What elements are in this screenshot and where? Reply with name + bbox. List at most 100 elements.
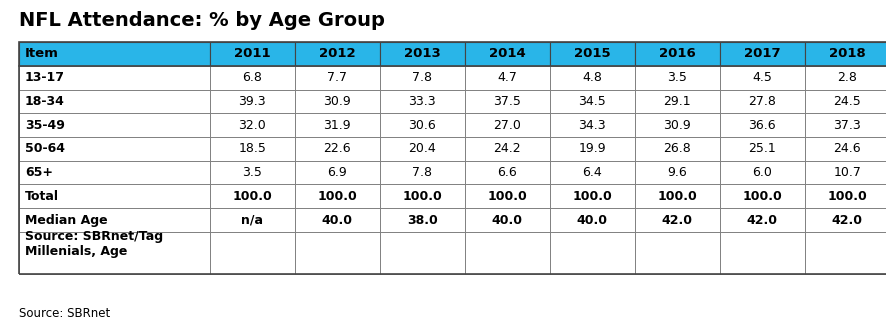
Text: 40.0: 40.0 bbox=[322, 214, 353, 227]
Text: 6.8: 6.8 bbox=[242, 71, 261, 84]
Bar bbox=[19, 113, 209, 137]
Bar bbox=[549, 161, 634, 184]
Text: 13-17: 13-17 bbox=[25, 71, 65, 84]
Bar bbox=[294, 113, 379, 137]
Text: Item: Item bbox=[25, 48, 58, 60]
Text: 50-64: 50-64 bbox=[25, 142, 65, 155]
Bar bbox=[294, 208, 379, 232]
Bar bbox=[19, 90, 209, 113]
Text: 25.1: 25.1 bbox=[748, 142, 775, 155]
Bar bbox=[804, 66, 886, 90]
Text: 24.2: 24.2 bbox=[493, 142, 520, 155]
Text: 20.4: 20.4 bbox=[408, 142, 436, 155]
Bar bbox=[634, 137, 719, 161]
Text: 42.0: 42.0 bbox=[831, 214, 862, 227]
Bar bbox=[294, 161, 379, 184]
Text: 34.5: 34.5 bbox=[578, 95, 605, 108]
Bar bbox=[294, 184, 379, 208]
Text: 39.3: 39.3 bbox=[238, 95, 266, 108]
Text: 32.0: 32.0 bbox=[238, 119, 266, 132]
Text: 2014: 2014 bbox=[488, 48, 525, 60]
Bar bbox=[634, 42, 719, 66]
Bar bbox=[634, 90, 719, 113]
Bar bbox=[464, 208, 549, 232]
Text: 38.0: 38.0 bbox=[407, 214, 437, 227]
Bar bbox=[634, 184, 719, 208]
Text: 33.3: 33.3 bbox=[408, 95, 436, 108]
Bar bbox=[294, 66, 379, 90]
Text: 42.0: 42.0 bbox=[746, 214, 777, 227]
Bar bbox=[379, 66, 464, 90]
Bar bbox=[634, 208, 719, 232]
Text: 2.8: 2.8 bbox=[836, 71, 857, 84]
Text: 36.6: 36.6 bbox=[748, 119, 775, 132]
Bar bbox=[719, 113, 804, 137]
Bar bbox=[804, 113, 886, 137]
Text: 27.0: 27.0 bbox=[493, 119, 521, 132]
Text: 18-34: 18-34 bbox=[25, 95, 65, 108]
Bar bbox=[804, 208, 886, 232]
Text: Source: SBRnet/Tag
Millenials, Age: Source: SBRnet/Tag Millenials, Age bbox=[25, 230, 163, 258]
Bar bbox=[19, 208, 209, 232]
Text: 6.4: 6.4 bbox=[582, 166, 602, 179]
Bar bbox=[634, 113, 719, 137]
Bar bbox=[719, 42, 804, 66]
Bar bbox=[719, 161, 804, 184]
Text: 37.3: 37.3 bbox=[833, 119, 860, 132]
Text: 6.9: 6.9 bbox=[327, 166, 346, 179]
Text: 65+: 65+ bbox=[25, 166, 53, 179]
Text: 27.8: 27.8 bbox=[748, 95, 775, 108]
Text: 30.9: 30.9 bbox=[323, 95, 351, 108]
Bar bbox=[549, 42, 634, 66]
Text: n/a: n/a bbox=[241, 214, 263, 227]
Text: 3.5: 3.5 bbox=[242, 166, 261, 179]
Bar bbox=[19, 137, 209, 161]
Bar bbox=[379, 208, 464, 232]
Bar bbox=[804, 42, 886, 66]
Text: 4.8: 4.8 bbox=[582, 71, 602, 84]
Bar bbox=[19, 66, 209, 90]
Bar bbox=[804, 161, 886, 184]
Bar bbox=[549, 66, 634, 90]
Bar bbox=[464, 113, 549, 137]
Text: 100.0: 100.0 bbox=[402, 190, 441, 203]
Text: 24.6: 24.6 bbox=[833, 142, 860, 155]
Text: 6.0: 6.0 bbox=[751, 166, 772, 179]
Bar bbox=[719, 90, 804, 113]
Text: 100.0: 100.0 bbox=[742, 190, 781, 203]
Bar bbox=[804, 90, 886, 113]
Bar bbox=[209, 90, 294, 113]
Bar bbox=[719, 232, 804, 274]
Bar bbox=[379, 90, 464, 113]
Text: 42.0: 42.0 bbox=[661, 214, 692, 227]
Bar bbox=[379, 113, 464, 137]
Bar bbox=[464, 66, 549, 90]
Text: 26.8: 26.8 bbox=[663, 142, 690, 155]
Bar bbox=[209, 161, 294, 184]
Bar bbox=[549, 113, 634, 137]
Text: 7.8: 7.8 bbox=[412, 166, 431, 179]
Bar bbox=[719, 208, 804, 232]
Bar bbox=[804, 232, 886, 274]
Text: 10.7: 10.7 bbox=[833, 166, 860, 179]
Bar bbox=[549, 90, 634, 113]
Bar bbox=[719, 137, 804, 161]
Bar bbox=[634, 66, 719, 90]
Bar bbox=[294, 137, 379, 161]
Bar bbox=[209, 66, 294, 90]
Bar bbox=[719, 66, 804, 90]
Bar bbox=[464, 161, 549, 184]
Text: 29.1: 29.1 bbox=[663, 95, 690, 108]
Text: 19.9: 19.9 bbox=[578, 142, 605, 155]
Text: Total: Total bbox=[25, 190, 58, 203]
Text: 100.0: 100.0 bbox=[827, 190, 867, 203]
Bar bbox=[209, 184, 294, 208]
Text: 35-49: 35-49 bbox=[25, 119, 65, 132]
Text: 37.5: 37.5 bbox=[493, 95, 521, 108]
Text: 100.0: 100.0 bbox=[571, 190, 611, 203]
Text: 6.6: 6.6 bbox=[497, 166, 517, 179]
Text: NFL Attendance: % by Age Group: NFL Attendance: % by Age Group bbox=[19, 11, 385, 30]
Bar bbox=[379, 184, 464, 208]
Text: Median Age: Median Age bbox=[25, 214, 107, 227]
Text: 7.8: 7.8 bbox=[412, 71, 431, 84]
